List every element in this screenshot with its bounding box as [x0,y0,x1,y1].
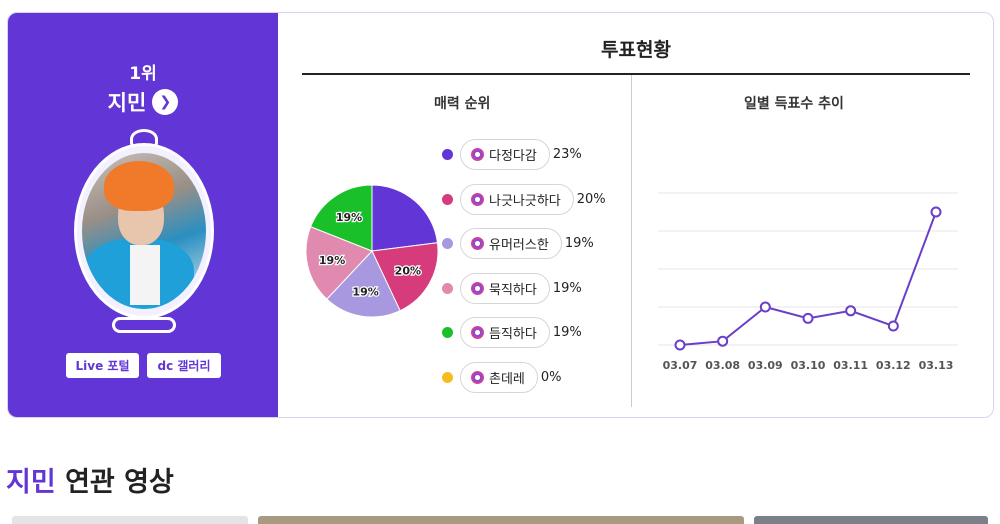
legend-item: 다정다감 23% [442,139,582,170]
pie-slice [371,184,439,252]
legend-color-dot [442,193,453,205]
legend-percent: 20% [576,191,606,207]
related-video-strip [0,516,1000,524]
legend-color-dot [442,371,453,383]
daily-votes-line-chart: 03.07 03.08 03.09 03.10 03.11 03.12 03.13 [658,192,958,372]
chevron-right-icon[interactable]: ❯ [152,89,179,115]
flower-icon [471,281,484,295]
data-point [802,312,814,324]
rank-label: 1위 [129,64,157,84]
data-point [930,206,942,218]
video-thumbnail[interactable] [258,516,744,524]
legend-trait-button[interactable]: 나긋나긋하다 [460,183,574,215]
legend-color-dot [442,238,453,249]
charm-rank-title: 매력 순위 [434,96,491,112]
x-tick-label: 03.12 [876,359,911,372]
data-point [674,339,686,351]
external-links: Live 포털 dc 갤러리 [8,353,278,378]
vote-panel: 투표현황 매력 순위 일별 득표수 추이 20% 19% 19% 19% 다정다감 23… [278,13,993,417]
data-point [887,320,899,332]
legend-percent: 19% [552,280,582,296]
x-tick-label: 03.11 [833,359,868,372]
legend-item: 유머러스한 19% [442,228,594,259]
video-thumbnail[interactable] [754,516,988,524]
profile-photo[interactable] [82,153,206,309]
legend-item: 듬직하다 19% [442,317,582,348]
pie-slice-label: 19% [336,211,362,224]
live-portal-button[interactable]: Live 포털 [65,353,140,378]
legend-color-dot [442,327,453,338]
legend-label: 듬직하다 [489,327,537,342]
legend-percent: 19% [564,236,594,251]
legend-label: 나긋나긋하다 [489,193,561,209]
legend-percent: 0% [540,369,562,385]
pie-slice [371,242,439,312]
pie-slice [326,250,401,318]
pie-slice [309,184,373,252]
legend-percent: 23% [552,147,582,162]
legend-label: 유머러스한 [489,238,549,253]
x-tick-label: 03.10 [791,359,826,372]
legend-item: 촌데레 0% [442,361,562,393]
charm-pie-chart: 20% 19% 19% 19% [305,184,439,318]
daily-trend-title: 일별 득표수 추이 [744,96,844,112]
data-point [717,335,729,347]
legend-percent: 19% [552,325,582,340]
legend-trait-button[interactable]: 다정다감 [460,139,550,170]
title-divider [302,73,970,75]
pie-slice-label: 19% [352,285,378,298]
legend-color-dot [442,282,453,294]
pie-slice-label: 19% [319,254,345,267]
legend-trait-button[interactable]: 묵직하다 [460,272,550,304]
legend-trait-button[interactable]: 유머러스한 [460,228,562,259]
x-tick-label: 03.13 [919,359,954,372]
vote-title: 투표현황 [601,39,671,61]
mirror-base [112,317,176,333]
legend-trait-button[interactable]: 듬직하다 [460,317,550,348]
legend-label: 촌데레 [489,371,525,387]
pie-slice-label: 20% [395,265,421,278]
legend-item: 묵직하다 19% [442,272,582,304]
column-divider [631,75,632,407]
name-row: 지민 ❯ [8,87,278,117]
x-tick-label: 03.09 [748,359,783,372]
flower-icon [471,370,484,384]
profile-panel: 1위 지민 ❯ Live 포털 dc 갤러리 [8,13,278,417]
legend-trait-button[interactable]: 촌데레 [460,361,538,393]
heading-text: 연관 영상 [55,467,174,498]
member-name: 지민 [107,91,147,115]
x-tick-label: 03.07 [663,359,698,372]
legend-label: 다정다감 [489,149,537,164]
related-videos-heading: 지민 연관 영상 [6,460,174,499]
data-point [845,305,857,317]
vote-card: 1위 지민 ❯ Live 포털 dc 갤러리 투표현황 매력 순위 일별 득표수… [7,12,994,418]
profile-mirror-frame [68,125,220,335]
data-point [759,301,771,313]
flower-icon [471,148,484,161]
dc-gallery-button[interactable]: dc 갤러리 [147,353,221,378]
legend-label: 묵직하다 [489,282,537,298]
x-tick-label: 03.08 [705,359,740,372]
heading-member-name: 지민 [6,467,56,498]
flower-icon [471,326,484,339]
flower-icon [471,237,484,250]
legend-item: 나긋나긋하다 20% [442,183,606,215]
video-thumbnail[interactable] [12,516,248,524]
flower-icon [471,192,484,206]
legend-color-dot [442,149,453,160]
